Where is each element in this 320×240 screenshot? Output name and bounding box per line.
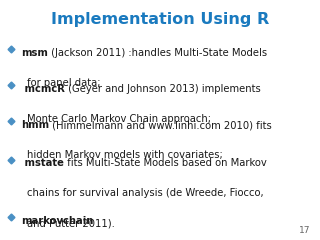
Text: hidden Markov models with covariates;: hidden Markov models with covariates; [27, 150, 223, 160]
Text: for panel data;: for panel data; [27, 78, 101, 88]
Text: 17: 17 [299, 226, 310, 235]
Text: fits Multi-State Models based on Markov: fits Multi-State Models based on Markov [64, 158, 267, 168]
Text: (Himmelmann and www.linhi.com 2010) fits: (Himmelmann and www.linhi.com 2010) fits [49, 120, 272, 130]
Text: Monte Carlo Markov Chain approach;: Monte Carlo Markov Chain approach; [27, 114, 211, 124]
Text: and Putter 2011).: and Putter 2011). [27, 218, 115, 228]
Text: markovchain: markovchain [21, 216, 93, 226]
Text: mcmcR: mcmcR [21, 84, 65, 94]
Text: msm: msm [21, 48, 48, 58]
Text: (Jackson 2011) :handles Multi-State Models: (Jackson 2011) :handles Multi-State Mode… [48, 48, 267, 58]
Text: chains for survival analysis (de Wreede, Fiocco,: chains for survival analysis (de Wreede,… [27, 188, 264, 198]
Text: (Geyer and Johnson 2013) implements: (Geyer and Johnson 2013) implements [65, 84, 260, 94]
Text: hmm: hmm [21, 120, 49, 130]
Text: mstate: mstate [21, 158, 64, 168]
Text: Implementation Using R: Implementation Using R [51, 12, 269, 27]
